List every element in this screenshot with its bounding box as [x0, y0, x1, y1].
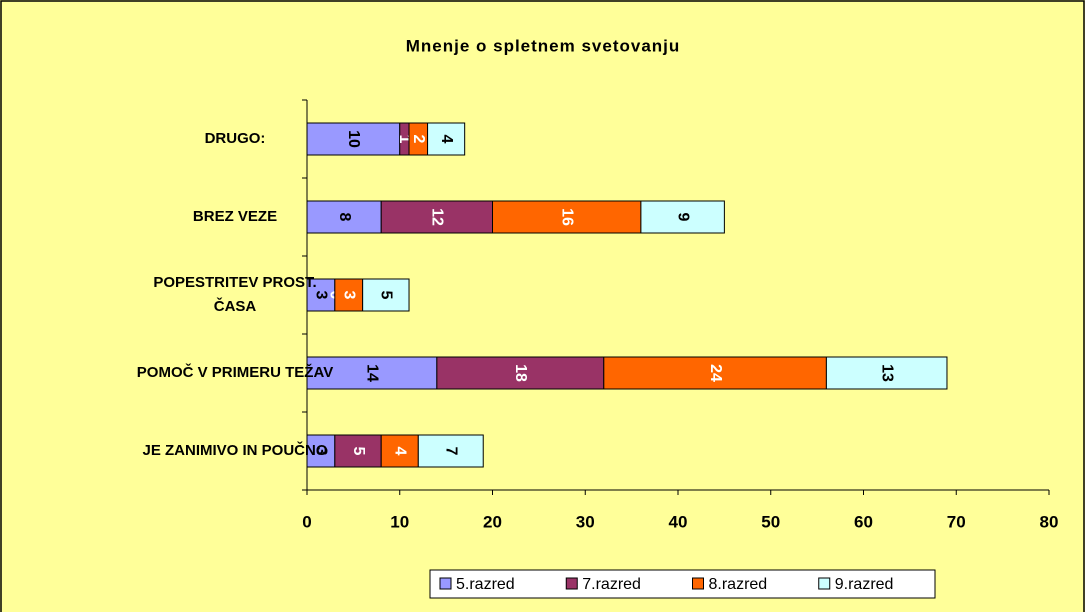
bar-segment — [362, 278, 410, 312]
value-label: 16 — [558, 208, 575, 226]
category-label: DRUGO: — [204, 130, 266, 147]
value-label: 4 — [438, 135, 455, 144]
value-label: 3 — [313, 291, 330, 300]
category-label: BREZ VEZE — [192, 208, 278, 225]
value-label: 5 — [378, 291, 395, 300]
value-label: 10 — [345, 130, 362, 148]
value-label: 1 — [396, 135, 413, 144]
x-tick-label: 70 — [947, 512, 966, 531]
value-label: 13 — [878, 364, 895, 382]
value-label: 3 — [313, 447, 330, 456]
value-label: 24 — [707, 364, 724, 382]
bar-segment — [427, 122, 466, 156]
legend-label: 9.razred — [835, 576, 894, 593]
x-tick-label: 60 — [854, 512, 873, 531]
bar-segment — [306, 122, 401, 156]
chart-title: Mnenje o spletnem svetovanju — [406, 36, 681, 55]
bar-segment — [380, 434, 419, 468]
x-tick-label: 10 — [390, 512, 409, 531]
value-label: 7 — [443, 447, 460, 456]
legend-swatch — [565, 577, 578, 590]
value-label: 2 — [410, 135, 427, 144]
legend-swatch — [818, 577, 831, 590]
value-label: 14 — [364, 364, 381, 382]
legend-label: 5.razred — [456, 576, 515, 593]
category-label: POMOČ V PRIMERU TEŽAV — [136, 364, 334, 381]
value-label: 8 — [336, 213, 353, 222]
x-tick-label: 0 — [302, 512, 311, 531]
value-label: 18 — [512, 364, 529, 382]
bar-segment — [825, 356, 948, 390]
legend-swatch — [439, 577, 452, 590]
value-label: 9 — [674, 213, 691, 222]
category-label: JE ZANIMIVO IN POUČNO — [142, 442, 328, 459]
category-label: POPESTRITEV PROST. ČASA — [153, 274, 317, 315]
value-label: 12 — [429, 208, 446, 226]
bar-segment — [306, 200, 382, 234]
bar-segment — [640, 200, 725, 234]
x-tick-label: 50 — [761, 512, 780, 531]
value-label: 5 — [350, 447, 367, 456]
bar-segment — [417, 434, 484, 468]
legend-label: 8.razred — [709, 576, 768, 593]
x-tick-label: 30 — [576, 512, 595, 531]
legend-label: 7.razred — [582, 576, 641, 593]
bar-segment — [492, 200, 642, 234]
bar-segment — [334, 434, 382, 468]
x-tick-label: 80 — [1040, 512, 1059, 531]
bar-segment — [306, 278, 336, 312]
value-label: 3 — [341, 291, 358, 300]
legend-box — [429, 569, 936, 599]
value-label: 4 — [392, 447, 409, 456]
legend-swatch — [692, 577, 704, 590]
x-tick-label: 40 — [669, 512, 688, 531]
bar-segment — [306, 434, 336, 468]
bar-segment — [306, 356, 438, 390]
bar-segment — [436, 356, 605, 390]
x-tick-label: 20 — [483, 512, 502, 531]
